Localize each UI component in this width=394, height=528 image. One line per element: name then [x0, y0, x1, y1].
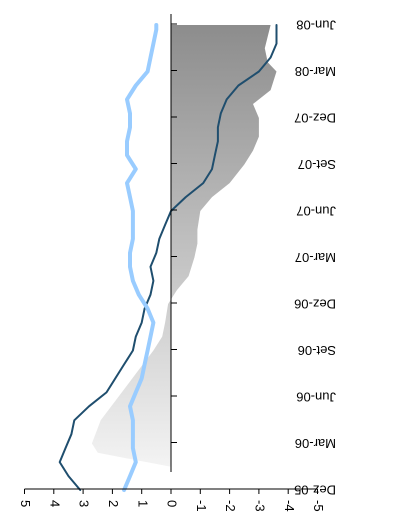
- value-tick-label: 4: [47, 500, 62, 507]
- category-tick-label: Dez-06: [294, 297, 336, 312]
- dark-line-series: [58, 24, 278, 491]
- category-tick-label: Jun-06: [296, 390, 336, 405]
- value-tick-label: 2: [106, 500, 121, 507]
- category-tick-label: Set-07: [298, 157, 336, 172]
- value-tick-label: -4: [282, 500, 297, 512]
- value-tick-label: 3: [77, 500, 92, 507]
- category-tick-label: Mar-08: [295, 64, 336, 79]
- category-tick-label: Jun-07: [296, 204, 336, 219]
- value-tick-label: -1: [194, 500, 209, 512]
- light-line-series: [122, 23, 159, 492]
- category-tick-label: Mar-06: [295, 436, 336, 451]
- value-tick-label: -2: [223, 500, 238, 512]
- category-tick-label: Mar-07: [295, 250, 336, 265]
- category-tick-label: Set-06: [298, 343, 336, 358]
- plot-area: Dez-05 Mar-06 Jun-06 Set-06 Dez-06 Mar-07 Jun-…: [18, 14, 336, 512]
- area-series: [91, 25, 277, 490]
- category-tick-label: Dez-07: [294, 111, 336, 126]
- value-tick-label: 1: [135, 500, 150, 507]
- value-tick-label: 0: [165, 500, 180, 507]
- category-tick-label: Jun-08: [296, 18, 336, 33]
- value-tick-label: 5: [18, 500, 33, 507]
- category-tick-label: Dez-05: [294, 483, 336, 498]
- value-tick-label: -5: [311, 500, 326, 512]
- value-tick-label: -3: [252, 500, 267, 512]
